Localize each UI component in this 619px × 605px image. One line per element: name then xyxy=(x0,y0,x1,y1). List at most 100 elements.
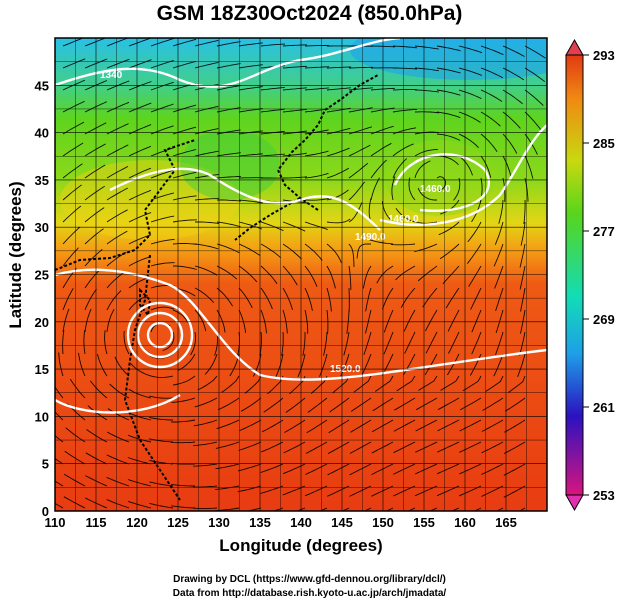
streamline xyxy=(282,44,308,47)
streamline xyxy=(194,265,218,276)
streamline xyxy=(127,434,152,443)
streamline xyxy=(173,265,197,270)
streamline xyxy=(170,441,196,444)
typhoon-contour xyxy=(126,301,194,369)
streamline xyxy=(508,375,526,393)
streamline xyxy=(371,419,394,433)
streamline xyxy=(393,441,416,454)
streamline xyxy=(104,330,108,355)
streamline xyxy=(480,133,498,152)
streamline xyxy=(327,463,350,476)
streamline xyxy=(429,507,438,511)
streamline xyxy=(471,331,482,355)
streamline xyxy=(304,243,323,261)
streamline xyxy=(350,397,372,412)
y-axis-label-container: Latitude (degrees) xyxy=(2,140,30,370)
contour-line xyxy=(55,268,547,381)
cold-core-north xyxy=(350,38,547,80)
streamline xyxy=(149,438,174,443)
streamline xyxy=(172,171,197,179)
streamline xyxy=(128,212,152,223)
streamline xyxy=(237,485,262,493)
colorbar-tick-label: 253 xyxy=(593,488,615,503)
streamline xyxy=(285,397,306,413)
streamline xyxy=(493,243,504,267)
streamline xyxy=(326,87,351,91)
streamline xyxy=(62,142,84,157)
streamline xyxy=(84,185,105,201)
streamline xyxy=(194,174,219,179)
streamline xyxy=(424,353,438,376)
streamline xyxy=(237,463,262,472)
contour-line xyxy=(109,167,381,231)
streamline xyxy=(89,380,108,399)
streamline xyxy=(216,265,238,280)
streamline xyxy=(84,288,97,311)
x-tick-label: 160 xyxy=(454,515,476,530)
streamline xyxy=(55,502,64,509)
colorbar: 293 285 277 269 261 253 xyxy=(565,38,615,512)
streamline xyxy=(482,397,504,411)
streamline xyxy=(62,308,70,333)
streamline xyxy=(370,177,380,201)
streamline xyxy=(480,45,504,56)
contour-label: 1520.0 xyxy=(330,364,361,375)
streamline xyxy=(393,67,418,70)
typhoon-contour xyxy=(146,321,174,349)
streamline xyxy=(415,419,438,432)
streamline xyxy=(349,463,372,476)
streamline xyxy=(414,89,439,93)
streamline xyxy=(348,265,352,290)
streamline xyxy=(395,207,416,223)
streamline xyxy=(519,265,526,290)
streamline xyxy=(394,397,416,411)
low-anomaly-east xyxy=(385,140,495,216)
streamline xyxy=(503,463,526,476)
streamline xyxy=(58,352,64,377)
streamline xyxy=(62,205,82,223)
streamline xyxy=(195,221,219,224)
streamline xyxy=(216,221,241,228)
gridlines xyxy=(55,38,547,511)
streamline xyxy=(240,397,262,412)
streamline xyxy=(304,172,329,179)
streamline xyxy=(171,484,195,487)
streamline xyxy=(172,195,197,201)
streamline xyxy=(326,127,351,135)
typhoon-contour xyxy=(136,311,184,359)
streamline xyxy=(400,287,416,308)
streamline xyxy=(216,175,241,179)
streamline xyxy=(193,485,218,488)
x-tick-label: 155 xyxy=(413,515,435,530)
streamline xyxy=(302,332,306,356)
streamline xyxy=(436,67,461,74)
streamline xyxy=(260,463,284,473)
streamline xyxy=(304,197,329,201)
streamline xyxy=(327,485,350,497)
geopotential-contours xyxy=(55,38,547,414)
streamline xyxy=(425,331,438,354)
streamline xyxy=(462,375,482,392)
streamline xyxy=(304,87,329,91)
streamline xyxy=(238,64,263,69)
streamline xyxy=(437,419,460,432)
streamline xyxy=(78,352,86,377)
streamline xyxy=(414,111,439,114)
streamline xyxy=(150,169,174,179)
streamline xyxy=(480,111,501,127)
streamline xyxy=(238,42,263,47)
streamline xyxy=(319,507,328,511)
streamline xyxy=(504,419,526,433)
streamline xyxy=(326,66,352,69)
streamline xyxy=(341,507,350,511)
streamline xyxy=(524,67,546,82)
streamline xyxy=(261,419,284,433)
streamline xyxy=(297,353,306,378)
streamline xyxy=(162,331,175,351)
streamline xyxy=(106,123,129,135)
streamline xyxy=(216,287,233,307)
colorbar-tick-label: 269 xyxy=(593,312,615,327)
streamline xyxy=(328,419,350,434)
streamline xyxy=(62,163,83,179)
